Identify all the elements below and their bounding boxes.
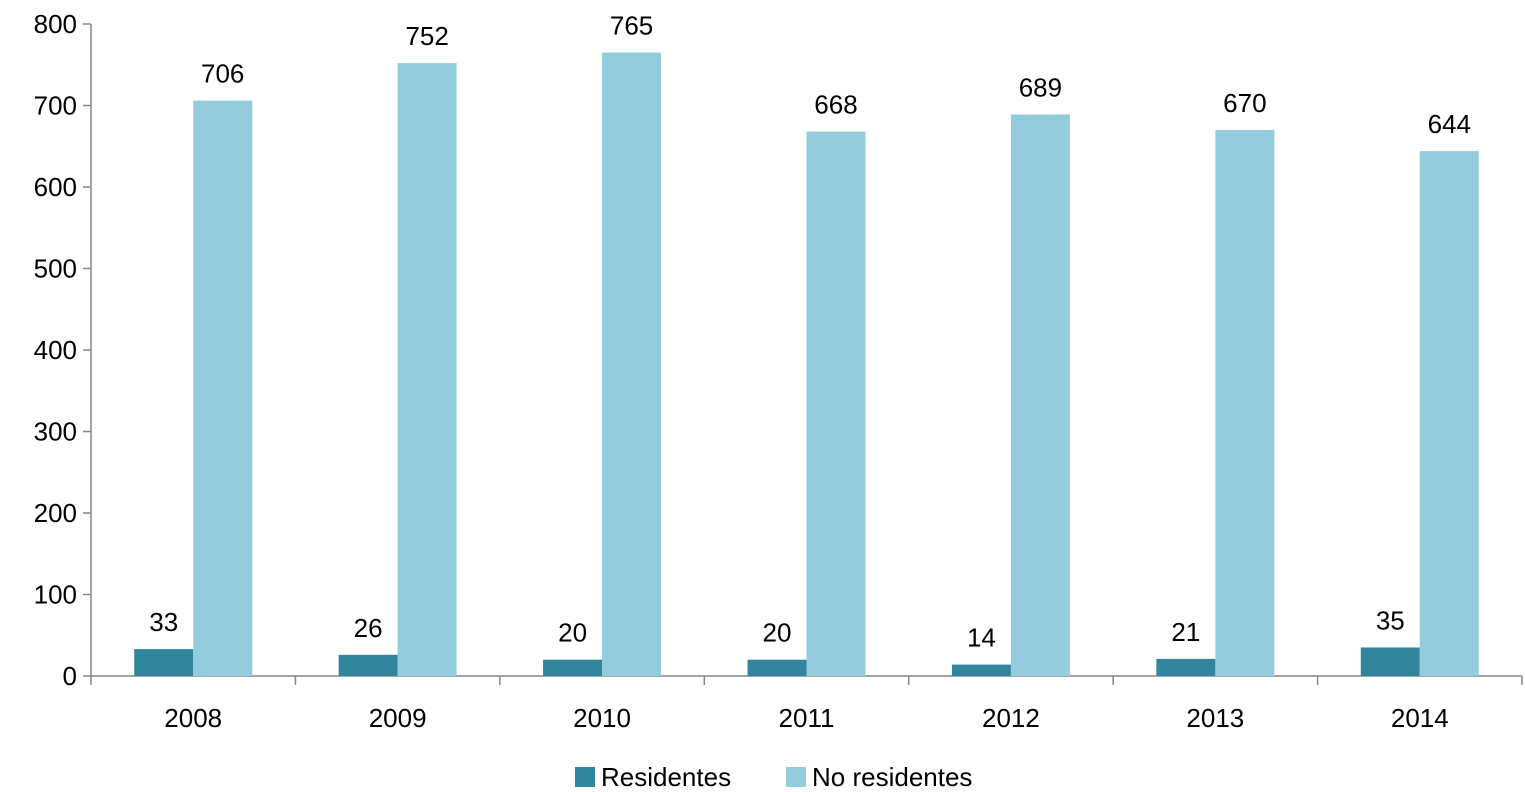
bar-residentes (543, 659, 603, 676)
x-tick-label: 2009 (369, 703, 427, 733)
data-label: 33 (149, 607, 178, 637)
data-label: 21 (1171, 617, 1200, 647)
data-label: 20 (763, 618, 792, 648)
y-tick-label: 600 (34, 172, 77, 202)
y-tick-label: 400 (34, 335, 77, 365)
y-tick-label: 500 (34, 254, 77, 284)
x-tick-label: 2012 (982, 703, 1040, 733)
legend-swatch (786, 767, 806, 787)
x-tick-label: 2013 (1186, 703, 1244, 733)
data-label: 670 (1223, 88, 1266, 118)
data-label: 26 (354, 613, 383, 643)
y-tick-label: 800 (34, 9, 77, 39)
bar-no-residentes (1215, 129, 1275, 676)
data-label: 35 (1376, 605, 1405, 635)
data-label: 765 (610, 11, 653, 41)
bar-residentes (338, 654, 398, 676)
x-axis: 2008 2009 2010 2011 2012 2013 2014 (90, 675, 1523, 733)
x-tick-label: 2011 (779, 703, 835, 733)
y-tick-label: 100 (34, 580, 77, 610)
x-tick-label: 2010 (573, 703, 631, 733)
bar-no-residentes (193, 100, 253, 677)
data-label: 706 (201, 59, 244, 89)
y-axis: 0 100 200 300 400 500 600 700 800 (34, 9, 92, 691)
y-tick-label: 0 (63, 661, 77, 691)
bar-no-residentes (1010, 114, 1070, 677)
x-tick-label: 2014 (1391, 703, 1449, 733)
bar-no-residentes (602, 52, 662, 676)
legend-label: No residentes (812, 762, 972, 792)
bar-residentes (134, 649, 194, 676)
data-label: 752 (405, 21, 448, 51)
y-tick-label: 300 (34, 417, 77, 447)
y-tick-label: 200 (34, 498, 77, 528)
data-labels: 33 706 26 752 20 765 20 668 14 689 21 670 35 644 (149, 11, 1471, 653)
legend: Residentes No residentes (575, 762, 972, 792)
y-tick-label: 700 (34, 91, 77, 121)
bar-no-residentes (806, 131, 866, 676)
bar-residentes (1156, 658, 1216, 676)
bar-residentes (1360, 647, 1420, 676)
data-label: 644 (1428, 109, 1471, 139)
data-label: 20 (558, 618, 587, 648)
bar-no-residentes (397, 63, 457, 677)
x-tick-label: 2008 (164, 703, 222, 733)
legend-swatch (575, 767, 595, 787)
bar-residentes (747, 659, 807, 676)
bar-no-residentes (1419, 151, 1479, 676)
data-label: 689 (1019, 72, 1062, 102)
data-label: 14 (967, 623, 996, 653)
legend-label: Residentes (601, 762, 731, 792)
data-label: 668 (814, 90, 857, 120)
bar-residentes (951, 664, 1011, 676)
bars (134, 52, 1479, 677)
